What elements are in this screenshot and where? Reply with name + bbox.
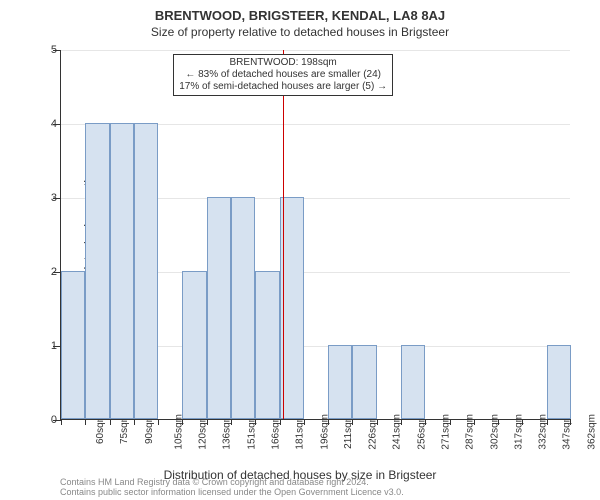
annotation-box: BRENTWOOD: 198sqm← 83% of detached house…	[173, 54, 393, 96]
bar	[182, 271, 206, 419]
chart-title: BRENTWOOD, BRIGSTEER, KENDAL, LA8 8AJ	[0, 0, 600, 25]
anno-line2: 17% of semi-detached houses are larger (…	[179, 81, 387, 92]
xtick	[498, 419, 499, 425]
xtick	[280, 419, 281, 425]
xtick	[377, 419, 378, 425]
marker-line	[283, 50, 284, 419]
anno-line1: ← 83% of detached houses are smaller (24…	[185, 69, 381, 80]
bar	[401, 345, 425, 419]
bar	[547, 345, 571, 419]
ytick-label: 1	[37, 340, 57, 352]
xtick	[182, 419, 183, 425]
footnote-line1: Contains HM Land Registry data © Crown c…	[60, 477, 369, 487]
gridline	[61, 50, 570, 51]
bar	[352, 345, 376, 419]
footnote: Contains HM Land Registry data © Crown c…	[60, 478, 404, 498]
ytick-label: 5	[37, 44, 57, 56]
xtick-label: 362sqm	[586, 414, 597, 450]
xtick	[474, 419, 475, 425]
bar	[207, 197, 231, 419]
xtick	[134, 419, 135, 425]
ytick-label: 0	[37, 414, 57, 426]
title-line1: BRENTWOOD, BRIGSTEER, KENDAL, LA8 8AJ	[155, 8, 445, 23]
xtick	[158, 419, 159, 425]
xtick	[570, 419, 571, 425]
plot-area: 01234560sqm75sqm90sqm105sqm120sqm136sqm1…	[60, 50, 570, 420]
xtick	[231, 419, 232, 425]
bar	[110, 123, 134, 419]
footnote-line2: Contains public sector information licen…	[60, 487, 404, 497]
xtick	[255, 419, 256, 425]
chart-container: BRENTWOOD, BRIGSTEER, KENDAL, LA8 8AJ Si…	[0, 0, 600, 500]
xtick	[450, 419, 451, 425]
bar	[61, 271, 85, 419]
xtick	[110, 419, 111, 425]
ytick-label: 2	[37, 266, 57, 278]
bar	[328, 345, 352, 419]
xtick	[401, 419, 402, 425]
xtick	[328, 419, 329, 425]
title-line2: Size of property relative to detached ho…	[151, 25, 449, 39]
bar	[231, 197, 255, 419]
bar	[134, 123, 158, 419]
xtick	[425, 419, 426, 425]
anno-title: BRENTWOOD: 198sqm	[230, 57, 337, 68]
chart-subtitle: Size of property relative to detached ho…	[0, 25, 600, 43]
xtick-label: 347sqm	[562, 414, 573, 450]
xtick	[207, 419, 208, 425]
ytick-label: 3	[37, 192, 57, 204]
xtick	[352, 419, 353, 425]
bar	[85, 123, 109, 419]
xtick	[61, 419, 62, 425]
ytick-label: 4	[37, 118, 57, 130]
bar	[255, 271, 279, 419]
xtick	[547, 419, 548, 425]
xtick	[85, 419, 86, 425]
xtick	[522, 419, 523, 425]
xtick	[304, 419, 305, 425]
